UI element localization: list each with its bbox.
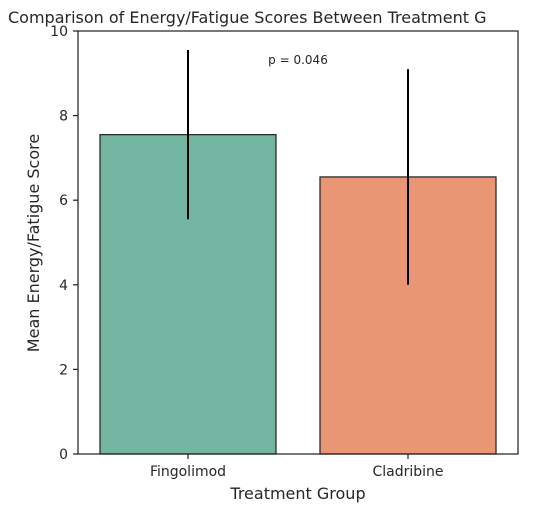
bars (99, 134, 497, 455)
chart-title: Comparison of Energy/Fatigue Scores Betw… (8, 8, 487, 27)
y-tick-label: 0 (59, 447, 68, 463)
x-axis-label: Treatment Group (229, 484, 365, 503)
plot-frame (77, 30, 519, 455)
y-tick-label: 10 (50, 24, 68, 40)
y-tick-label: 8 (59, 109, 68, 125)
p-value-annotation: p = 0.046 (268, 53, 328, 67)
x-axis: Fingolimod Cladribine (150, 454, 444, 480)
error-bars (187, 50, 409, 285)
y-axis: 0 2 4 6 8 10 (50, 24, 78, 463)
y-tick-label: 4 (59, 278, 68, 294)
y-tick-label: 2 (59, 362, 68, 378)
y-tick-label: 6 (59, 193, 68, 209)
x-tick-label: Cladribine (372, 464, 443, 480)
x-tick-label: Fingolimod (150, 464, 226, 480)
y-axis-label: Mean Energy/Fatigue Score (24, 134, 43, 352)
